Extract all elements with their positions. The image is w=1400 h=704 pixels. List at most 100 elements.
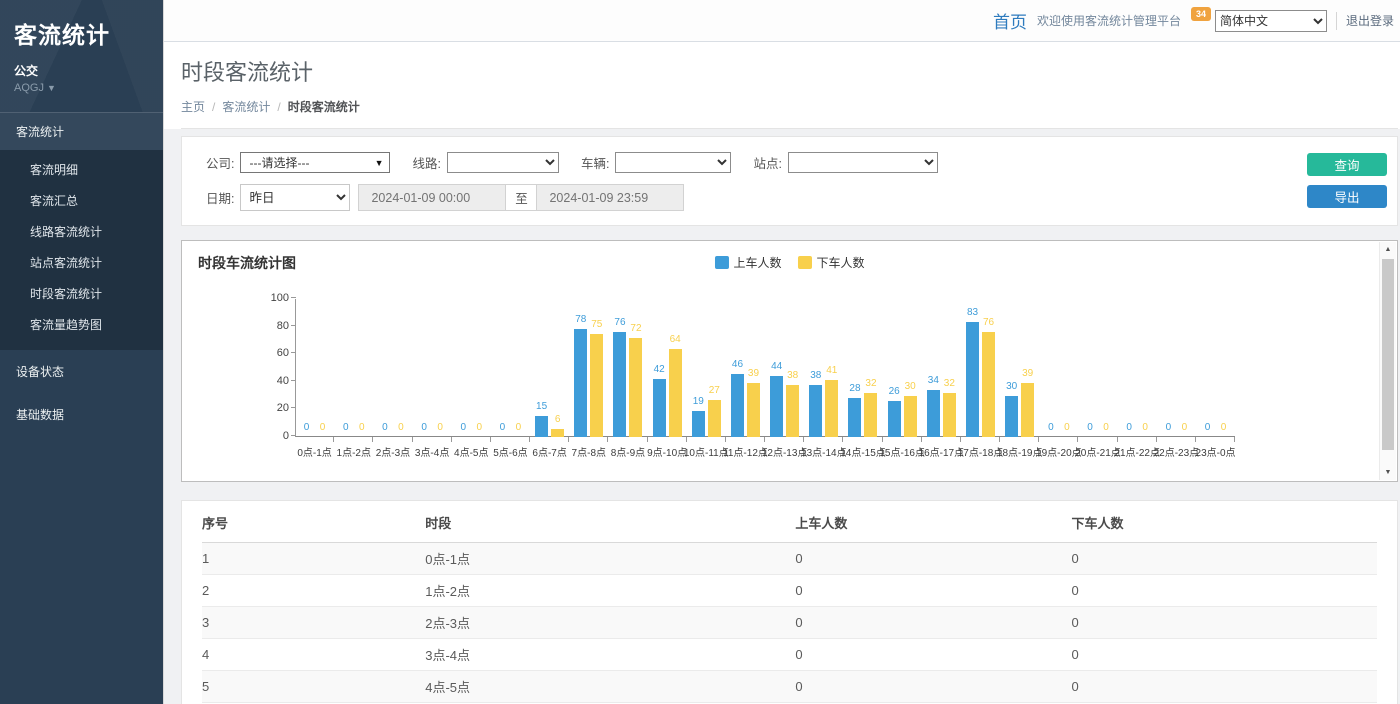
query-button[interactable]: 查询	[1307, 153, 1387, 176]
bar-column: 0	[1217, 299, 1230, 437]
bar	[770, 376, 784, 437]
chart-bar-group: 30 39 18点-19点	[997, 299, 1043, 459]
home-link[interactable]: 首页	[992, 13, 1027, 32]
x-axis-category-label: 15点-16点	[879, 448, 925, 459]
bar-value-label: 0	[1087, 422, 1093, 433]
bar-column: 0	[434, 299, 447, 437]
date-to-input[interactable]: 2024-01-09 23:59	[536, 184, 685, 211]
bar-value-label: 0	[358, 422, 365, 433]
sidebar-item[interactable]: 线路客流统计	[30, 225, 103, 239]
legend-swatch	[714, 256, 729, 269]
sidebar-item[interactable]: 客流量趋势图	[30, 318, 103, 332]
filter-line: 线路:	[412, 152, 559, 173]
line-select[interactable]	[446, 152, 559, 173]
table-cell: 0	[795, 542, 1072, 575]
breadcrumb-item[interactable]: 客流统计	[222, 100, 271, 114]
y-axis-tick-label: 100	[270, 292, 289, 304]
table-row: 5 4点-5点 0 0	[202, 670, 1377, 703]
sidebar-item[interactable]: 时段客流统计	[30, 287, 103, 301]
chart-bar-group: 26 30 15点-16点	[879, 299, 925, 459]
sidebar-item[interactable]: 站点客流统计	[30, 256, 103, 270]
station-select[interactable]	[787, 152, 938, 173]
bar-column: 38	[786, 299, 800, 437]
date-range-group: 2024-01-09 00:00 至 2024-01-09 23:59	[358, 184, 685, 211]
table-row: 2 1点-2点 0 0	[202, 574, 1377, 607]
chart-bar-group: 28 32 14点-15点	[840, 299, 886, 459]
bar	[707, 399, 721, 437]
bar-value-label: 0	[342, 422, 349, 433]
bar-value-label: 0	[437, 422, 443, 433]
bar-column: 6	[551, 299, 565, 437]
bar-column: 15	[535, 299, 549, 437]
topbar-divider	[1335, 11, 1337, 30]
bar-column: 0	[512, 299, 525, 437]
company-select[interactable]: ---请选择--- ▼	[240, 152, 391, 173]
scrollbar-up-arrow-icon[interactable]: ▲	[1384, 246, 1392, 253]
bar-value-label: 83	[966, 307, 979, 319]
x-axis-category-label: 23点-0点	[1195, 448, 1236, 459]
bar-value-label: 32	[865, 377, 877, 389]
bar	[864, 392, 878, 437]
scrollbar-thumb[interactable]	[1382, 259, 1394, 450]
x-axis-category-label: 22点-23点	[1153, 448, 1200, 459]
chart-scrollbar[interactable]: ▲ ▼	[1379, 242, 1396, 480]
chart-bar-group: 38 41 13点-14点	[801, 299, 847, 459]
filter-vehicle: 车辆:	[581, 152, 732, 173]
vehicle-select[interactable]	[615, 152, 732, 173]
bar	[590, 333, 604, 437]
bar-value-label: 75	[591, 318, 603, 330]
bar-column: 0	[394, 299, 407, 437]
sidebar-item[interactable]: 基础数据	[16, 408, 65, 422]
table-header-row: 序号 时段 上车人数 下车人数	[202, 501, 1377, 543]
bar	[1021, 383, 1035, 437]
x-axis-category-label: 8点-9点	[610, 448, 646, 459]
bar-value-label: 15	[536, 401, 548, 413]
table-cell: 0	[795, 638, 1072, 671]
date-preset-select[interactable]: 昨日	[240, 184, 351, 211]
bar	[730, 373, 744, 437]
bar-column: 75	[590, 299, 604, 437]
export-button[interactable]: 导出	[1307, 185, 1387, 208]
bar-column: 76	[982, 299, 995, 437]
bar-value-label: 0	[1126, 422, 1132, 433]
bar-column: 72	[629, 299, 643, 437]
bar-column: 39	[1021, 299, 1035, 437]
chart-bar-group: 0 0 4点-5点	[452, 299, 492, 459]
bar-value-label: 78	[575, 314, 587, 326]
scrollbar-down-arrow-icon[interactable]: ▼	[1384, 469, 1392, 476]
date-from-input[interactable]: 2024-01-09 00:00	[358, 184, 507, 211]
bar-column: 64	[668, 299, 682, 437]
language-select[interactable]: 简体中文	[1214, 9, 1327, 32]
table-cell: 4点-5点	[425, 670, 796, 703]
sidebar-item[interactable]: 客流明细	[30, 163, 79, 177]
bar-value-label: 39	[747, 368, 760, 380]
bar-column: 32	[864, 299, 878, 437]
chart-bar-group: 0 0 2点-3点	[373, 299, 413, 459]
x-axis-category-label: 7点-8点	[571, 448, 607, 459]
bar-value-label: 30	[904, 380, 916, 392]
org-code-dropdown[interactable]: AQGJ ▼	[14, 82, 149, 94]
x-axis-category-label: 1点-2点	[336, 448, 371, 459]
bar-value-label: 39	[1022, 368, 1034, 380]
sidebar-item[interactable]: 设备状态	[16, 365, 65, 379]
breadcrumb-item[interactable]: 主页	[181, 100, 206, 114]
chart-bar-group: 0 0 23点-0点	[1196, 299, 1236, 459]
bar-value-label: 44	[771, 361, 783, 373]
filter-station: 站点:	[753, 152, 938, 173]
bar	[613, 332, 627, 437]
chart-axes: 0 20 40 60 80 100	[271, 292, 1235, 442]
sidebar-section-passenger-stats[interactable]: 客流统计	[0, 112, 163, 150]
sidebar-item[interactable]: 客流汇总	[30, 194, 79, 208]
sidebar: 客流统计 公交 AQGJ ▼ 客流统计 客流明细 客流汇总 线路客流统计 站点客流统计时…	[0, 0, 163, 704]
x-axis-category-label: 6点-7点	[532, 448, 567, 459]
x-axis-category-label: 2点-3点	[375, 448, 411, 459]
logout-link[interactable]: 退出登录	[1345, 14, 1394, 28]
chart-title: 时段车流统计图	[198, 255, 296, 271]
bar-value-label: 0	[515, 422, 522, 433]
bar-value-label: 41	[826, 365, 838, 377]
table-cell: 4	[202, 638, 426, 671]
bar-column: 0	[1084, 299, 1097, 437]
bar-value-label: 76	[614, 317, 626, 329]
bar	[786, 384, 800, 437]
bar-value-label: 76	[982, 317, 995, 329]
